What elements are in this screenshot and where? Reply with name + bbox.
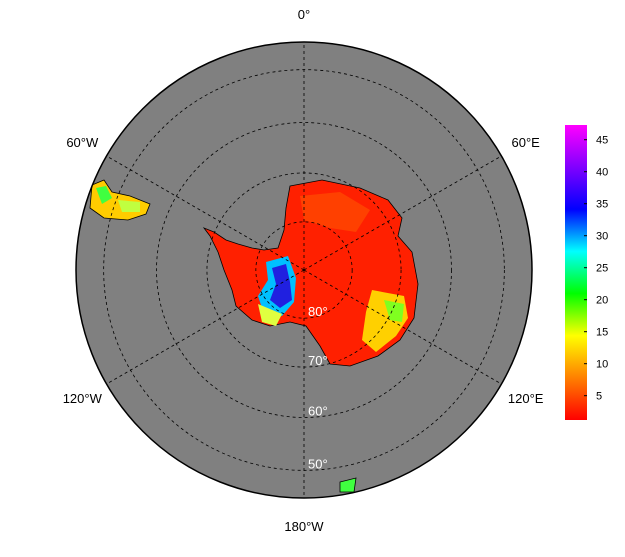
parallel [156,122,452,418]
colorbar [565,125,587,420]
land-patch [118,200,140,212]
meridian [303,155,502,271]
colorbar-tick-label: 5 [596,391,602,403]
parallel-label: 80° [308,304,328,319]
graticule [103,42,505,498]
land-patch [258,304,282,326]
parallel-label: 50° [308,456,328,471]
land-patch [300,192,370,232]
colorbar-tick-label: 40 [596,167,608,179]
meridian-label: 180°W [284,519,324,534]
land-patch [96,186,112,204]
parallel-label: 60° [308,403,328,418]
antarctica [202,179,419,367]
meridian [106,155,305,271]
colorbar-tick-label: 20 [596,295,608,307]
meridian [106,269,305,385]
parallel [255,221,353,319]
colorbar-tick-label: 25 [596,263,608,275]
meridian-label: 60°E [512,135,541,150]
colorbar-tick-label: 15 [596,327,608,339]
land [89,179,419,493]
parallel-label: 70° [308,353,328,368]
colorbar-tick-label: 30 [596,231,608,243]
map-border [75,41,533,499]
meridian-label: 120°W [63,391,103,406]
meridian-label: 120°E [508,391,544,406]
colorbar-tick-label: 45 [596,135,608,147]
colorbar-tick-label: 10 [596,359,608,371]
land-patch [270,264,292,308]
meridian-label: 60°W [66,135,99,150]
meridian [303,269,502,385]
meridian-label: 0° [298,7,310,22]
colorbar-tick-label: 35 [596,199,608,211]
